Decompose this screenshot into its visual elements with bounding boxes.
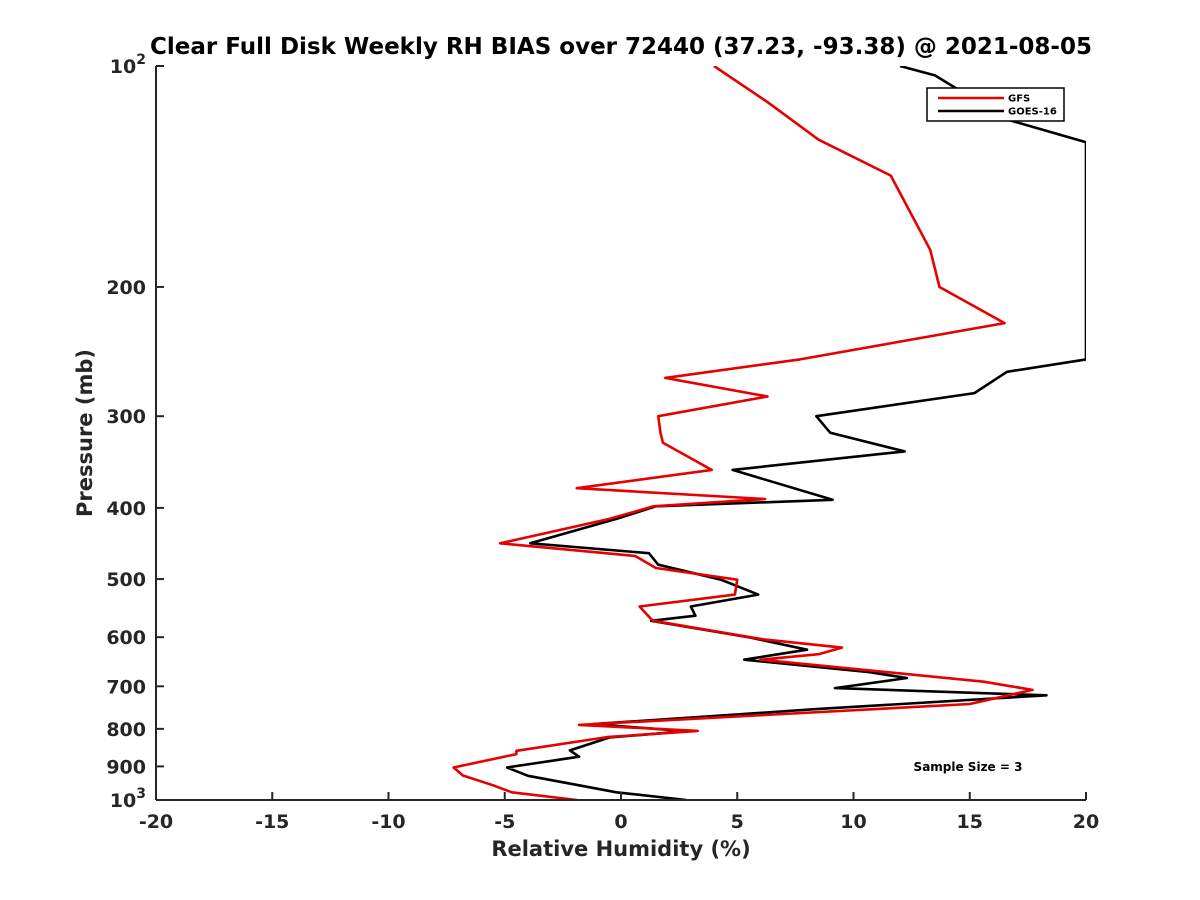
y-tick-label: 600: [106, 627, 146, 649]
y-tick-label: 300: [106, 406, 146, 428]
legend-label-gfs: GFS: [1008, 94, 1030, 105]
x-tick-label: 15: [957, 811, 983, 833]
y-tick-label: 102: [110, 52, 146, 78]
y-tick-label: 103: [110, 786, 146, 812]
series-line-gfs: [452, 66, 1034, 800]
axes: -20 -15 -10 -5 0 5 10 15 20 102 200 300 400 500 600 700…: [106, 52, 1099, 833]
y-tick-label: 900: [106, 756, 146, 778]
y-tick-label: 800: [106, 719, 146, 741]
series-layer: [452, 66, 1086, 800]
y-tick-label: 500: [106, 569, 146, 591]
y-axis-label: Pressure (mb): [73, 349, 97, 517]
series-line-goes-16: [505, 66, 1086, 800]
x-tick-label: 5: [731, 811, 744, 833]
y-tick-label: 700: [106, 676, 146, 698]
sample-size-annotation: Sample Size = 3: [914, 760, 1023, 774]
x-tick-label: 20: [1073, 811, 1099, 833]
y-tick-label: 200: [106, 277, 146, 299]
x-axis-label: Relative Humidity (%): [491, 837, 750, 861]
y-tick-label: 400: [106, 498, 146, 520]
chart-title: Clear Full Disk Weekly RH BIAS over 7244…: [150, 34, 1092, 60]
legend: GFS GOES-16: [926, 87, 1065, 122]
x-tick-label: -15: [255, 811, 289, 833]
legend-label-goes-16: GOES-16: [1008, 107, 1057, 118]
x-tick-label: -5: [494, 811, 515, 833]
x-tick-label: 0: [614, 811, 627, 833]
x-tick-label: 10: [840, 811, 866, 833]
x-tick-label: -10: [371, 811, 405, 833]
x-tick-label: -20: [139, 811, 173, 833]
